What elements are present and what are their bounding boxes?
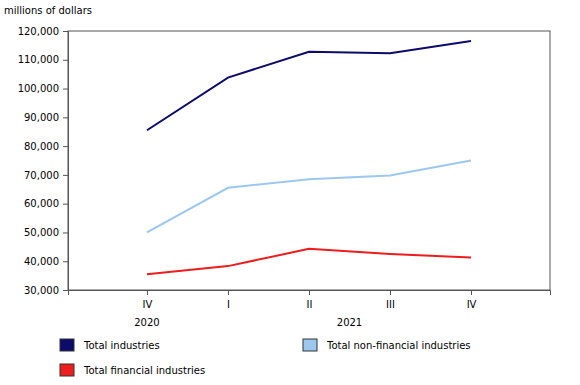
- x-tick-mark: [228, 290, 229, 295]
- y-tick-mark: [63, 261, 68, 262]
- legend-item: Total financial industries: [60, 364, 205, 376]
- series-line: [147, 41, 471, 130]
- x-group-label: 2020: [134, 317, 159, 328]
- y-tick-mark: [63, 204, 68, 205]
- x-tick: IV: [143, 290, 153, 310]
- series-lines: [147, 41, 471, 274]
- y-tick: 100,000: [18, 83, 68, 94]
- series-line: [147, 161, 471, 233]
- y-tick-label: 120,000: [18, 26, 59, 37]
- legend-item: Total industries: [60, 339, 160, 351]
- x-tick-mark: [147, 290, 148, 295]
- y-tick: 90,000: [24, 112, 68, 123]
- y-tick-label: 50,000: [24, 227, 59, 238]
- x-tick-label: III: [386, 299, 395, 310]
- legend-swatch: [303, 339, 317, 351]
- y-tick-label: 30,000: [24, 285, 59, 296]
- x-tick: IV: [467, 290, 477, 310]
- y-tick-mark: [63, 89, 68, 90]
- y-tick: 50,000: [24, 227, 68, 238]
- x-tick: II: [307, 290, 313, 310]
- x-tick-mark: [309, 290, 310, 295]
- legend-label: Total non-financial industries: [326, 340, 471, 351]
- y-tick-label: 70,000: [24, 170, 59, 181]
- chart: 30,000 40,000 50,000 60,000 70,000 80,000 90,0…: [0, 0, 580, 385]
- y-axis-line: [63, 32, 69, 291]
- legend-item: Total non-financial industries: [303, 339, 471, 351]
- legend-swatch: [60, 364, 74, 376]
- y-tick-mark: [63, 175, 68, 176]
- x-tick-mark: [471, 290, 472, 295]
- y-tick: 60,000: [24, 198, 68, 209]
- legend: Total industries Total non-financial indu…: [60, 339, 471, 376]
- x-tick-label: II: [307, 299, 313, 310]
- y-tick-mark: [63, 290, 68, 291]
- y-axis: 30,000 40,000 50,000 60,000 70,000 80,000 90,0…: [18, 26, 69, 296]
- plot-frame: [68, 31, 550, 290]
- y-tick-mark: [63, 232, 68, 233]
- x-tick-label: I: [227, 299, 230, 310]
- y-tick: 80,000: [24, 141, 68, 152]
- y-tick-mark: [63, 117, 68, 118]
- x-tick-label: IV: [143, 299, 153, 310]
- x-tick-label: IV: [467, 299, 477, 310]
- x-group-label: 2021: [337, 317, 362, 328]
- y-tick-label: 60,000: [24, 198, 59, 209]
- x-tick: III: [386, 290, 395, 310]
- legend-label: Total financial industries: [83, 365, 205, 376]
- y-tick: 110,000: [18, 54, 68, 65]
- y-tick: 40,000: [24, 256, 68, 267]
- y-tick-label: 80,000: [24, 141, 59, 152]
- x-tick: I: [227, 290, 230, 310]
- x-axis-line: [69, 291, 551, 296]
- series-line: [147, 249, 471, 274]
- y-tick-label: 90,000: [24, 112, 59, 123]
- y-tick-label: 110,000: [18, 54, 59, 65]
- y-tick: 70,000: [24, 170, 68, 181]
- y-tick-mark: [63, 146, 68, 147]
- y-tick-mark: [63, 60, 68, 61]
- y-axis-title: millions of dollars: [4, 5, 92, 16]
- y-tick-mark: [63, 31, 68, 32]
- y-tick-label: 40,000: [24, 256, 59, 267]
- x-tick-mark: [390, 290, 391, 295]
- y-tick: 30,000: [24, 285, 68, 296]
- legend-swatch: [60, 339, 74, 351]
- legend-label: Total industries: [83, 340, 160, 351]
- y-tick-label: 100,000: [18, 83, 59, 94]
- y-tick: 120,000: [18, 26, 68, 37]
- plot: 30,000 40,000 50,000 60,000 70,000 80,000 90,0…: [18, 26, 551, 328]
- x-axis: IVIIIIIIIV: [69, 290, 551, 310]
